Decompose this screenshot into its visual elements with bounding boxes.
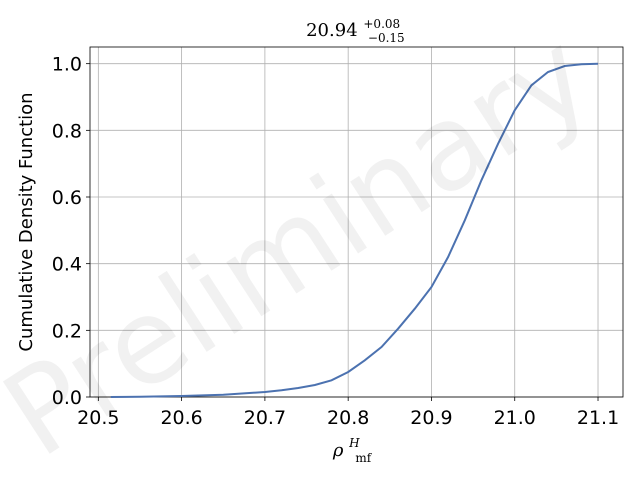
y-tick-label: 1.0 xyxy=(52,54,82,76)
x-tick-label: 20.8 xyxy=(327,407,369,429)
y-axis-title: Cumulative Density Function xyxy=(16,92,37,351)
y-tick-label: 0.2 xyxy=(52,320,82,342)
title-lower-error: −0.15 xyxy=(368,31,405,45)
x-tick-label: 20.7 xyxy=(244,407,286,429)
y-axis: 0.0 0.2 0.4 0.6 0.8 1.0 xyxy=(52,54,90,409)
x-axis-title-symbol: ρ xyxy=(332,440,344,461)
chart-title: 20.94 +0.08 −0.15 xyxy=(306,12,406,45)
title-upper-error: +0.08 xyxy=(363,17,400,31)
title-value: 20.94 xyxy=(306,20,358,41)
x-axis-title: ρ H mf xyxy=(332,431,373,465)
y-tick-label: 0.6 xyxy=(52,187,82,209)
x-tick-label: 20.9 xyxy=(410,407,452,429)
cdf-series-line xyxy=(110,62,599,398)
x-tick-label: 21.1 xyxy=(577,407,619,429)
y-tick-label: 0.8 xyxy=(52,120,82,142)
x-tick-label: 20.5 xyxy=(77,407,119,429)
x-tick-label: 20.6 xyxy=(160,407,202,429)
y-tick-label: 0.0 xyxy=(52,387,82,409)
x-axis-title-sub: mf xyxy=(355,451,372,465)
x-axis: 20.5 20.6 20.7 20.8 20.9 21.0 21.1 xyxy=(77,397,619,429)
grid xyxy=(90,47,623,398)
y-tick-label: 0.4 xyxy=(52,254,82,276)
plot-area-frame xyxy=(89,46,624,398)
x-tick-label: 21.0 xyxy=(494,407,536,429)
x-axis-title-sup: H xyxy=(348,436,360,450)
